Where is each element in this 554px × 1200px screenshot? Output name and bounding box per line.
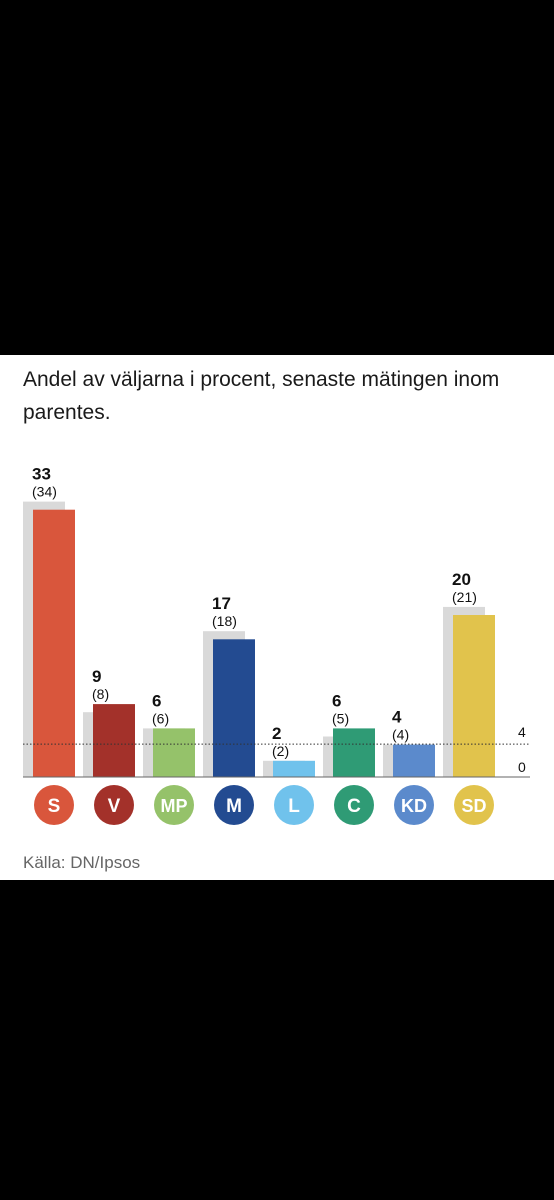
previous-value-label: (34)	[32, 484, 57, 500]
current-bar-s	[33, 509, 75, 777]
party-badge-kd	[394, 785, 434, 825]
chart-subtitle: Andel av väljarna i procent, senaste mät…	[23, 368, 500, 424]
party-code-label: S	[48, 796, 61, 817]
party-code-label: MP	[161, 796, 188, 816]
previous-value-label: (21)	[452, 589, 477, 605]
current-bar-c	[333, 728, 375, 777]
party-badge-sd	[454, 785, 494, 825]
chart-card: Andel av väljarna i procent, senaste mät…	[0, 355, 554, 880]
party-badge-v	[94, 785, 134, 825]
party-code-label: SD	[461, 796, 486, 816]
previous-value-label: (2)	[272, 743, 289, 759]
threshold-tick-label: 4	[518, 724, 526, 740]
previous-value-label: (8)	[92, 686, 109, 702]
source-note: Källa: DN/Ipsos	[23, 853, 141, 872]
bar-chart: 33(34)9(8) 6(6)17(18)2(2)6(5) 4(4)20(21)40…	[23, 465, 530, 825]
party-badge-c	[334, 785, 374, 825]
party-code-label: KD	[401, 796, 427, 816]
party-code-label: L	[288, 796, 300, 817]
current-value-label: 33	[32, 465, 51, 484]
party-badge-l	[274, 785, 314, 825]
party-badge-m	[214, 785, 254, 825]
zero-tick-label: 0	[518, 759, 526, 775]
current-bar-mp	[153, 728, 195, 777]
party-badge-s	[34, 785, 74, 825]
previous-value-label: (18)	[212, 613, 237, 629]
current-value-label: 9	[92, 667, 101, 686]
current-bar-sd	[453, 615, 495, 777]
current-value-label: 4	[392, 708, 402, 727]
previous-value-label: (5)	[332, 710, 349, 726]
current-value-label: 6	[152, 691, 161, 710]
previous-value-label: (4)	[392, 727, 409, 743]
party-code-label: V	[108, 796, 121, 817]
current-bar-kd	[393, 744, 435, 777]
current-bar-m	[213, 639, 255, 777]
current-value-label: 17	[212, 594, 231, 613]
party-code-label: C	[347, 796, 361, 817]
current-bar-l	[273, 760, 315, 777]
party-code-label: M	[226, 796, 242, 817]
current-value-label: 2	[272, 724, 281, 743]
current-value-label: 20	[452, 570, 471, 589]
party-badge-mp	[154, 785, 194, 825]
current-bar-v	[93, 704, 135, 777]
previous-value-label: (6)	[152, 710, 169, 726]
current-value-label: 6	[332, 691, 341, 710]
